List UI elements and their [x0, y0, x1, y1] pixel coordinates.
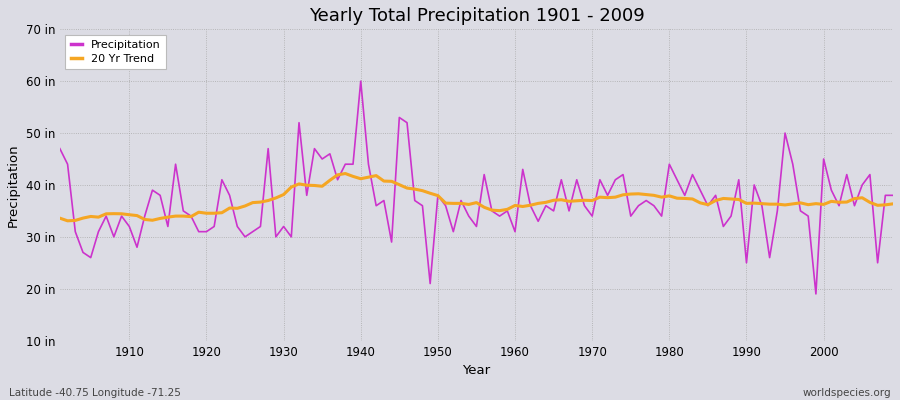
20 Yr Trend: [518, 204, 528, 209]
20 Yr Trend: [62, 218, 73, 223]
20 Yr Trend: [124, 212, 135, 217]
Precipitation: [116, 214, 127, 218]
Precipitation: [356, 79, 366, 84]
20 Yr Trend: [347, 174, 358, 179]
Text: Latitude -40.75 Longitude -71.25: Latitude -40.75 Longitude -71.25: [9, 388, 181, 398]
Text: worldspecies.org: worldspecies.org: [803, 388, 891, 398]
Precipitation: [518, 167, 528, 172]
Precipitation: [610, 177, 621, 182]
Y-axis label: Precipitation: Precipitation: [7, 143, 20, 227]
Title: Yearly Total Precipitation 1901 - 2009: Yearly Total Precipitation 1901 - 2009: [309, 7, 644, 25]
Precipitation: [811, 292, 822, 296]
Precipitation: [509, 229, 520, 234]
X-axis label: Year: Year: [463, 364, 491, 377]
20 Yr Trend: [55, 216, 66, 220]
20 Yr Trend: [887, 202, 898, 206]
Line: 20 Yr Trend: 20 Yr Trend: [60, 174, 893, 221]
Line: Precipitation: Precipitation: [60, 81, 893, 294]
Legend: Precipitation, 20 Yr Trend: Precipitation, 20 Yr Trend: [66, 35, 166, 70]
20 Yr Trend: [340, 171, 351, 176]
Precipitation: [887, 193, 898, 198]
20 Yr Trend: [293, 182, 304, 186]
20 Yr Trend: [525, 203, 535, 208]
Precipitation: [286, 234, 297, 239]
20 Yr Trend: [617, 192, 628, 197]
Precipitation: [55, 146, 66, 151]
Precipitation: [332, 177, 343, 182]
